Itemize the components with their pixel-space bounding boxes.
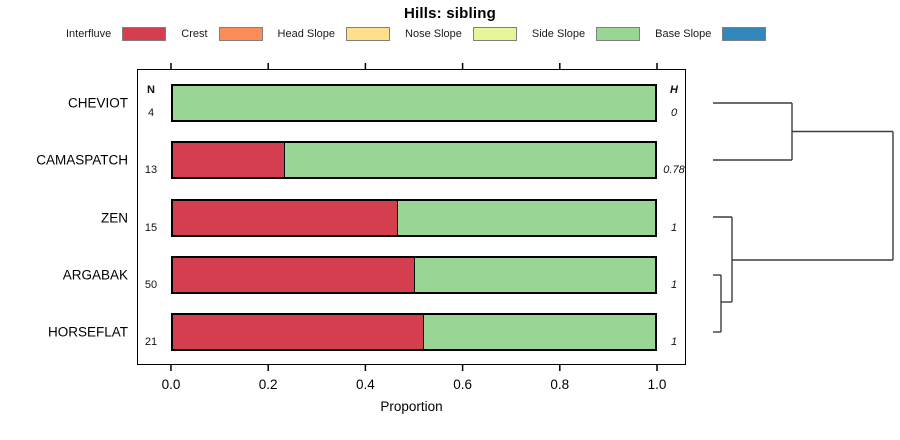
legend-item-base-slope: Base Slope [655,26,767,41]
legend-label: Crest [181,27,208,40]
legend-swatch [722,26,767,41]
n-value-horseflat: 21 [144,336,158,349]
bar-segment-side-slope [424,315,655,350]
bar-segment-interfluve [173,143,285,178]
x-tick-label-1.0: 1.0 [647,377,667,392]
legend-label: Nose Slope [405,27,462,40]
legend-swatch [472,26,517,41]
plot-box [137,69,686,365]
x-tick-label-0.4: 0.4 [356,377,375,392]
bar-zen [171,198,657,237]
h-column-header: H [670,84,678,96]
legend-label: Head Slope [277,27,336,40]
h-value-argabak: 1 [670,278,678,291]
n-value-zen: 15 [144,221,158,234]
h-value-camaspatch: 0.78 [663,164,685,177]
legend-swatch [346,26,391,41]
x-axis-title: Proportion [380,399,443,414]
bar-segment-interfluve [173,257,415,292]
legend-item-nose-slope: Nose Slope [405,26,517,41]
bar-segment-side-slope [173,86,655,120]
bar-argabak [171,255,657,294]
legend-item-head-slope: Head Slope [277,26,391,41]
row-label-cheviot: CHEVIOT [67,95,128,111]
n-value-cheviot: 4 [147,107,155,119]
n-column-header: N [147,84,155,96]
legend-item-interfluve: Interfluve [66,26,167,41]
x-tick-label-0.8: 0.8 [550,377,570,392]
row-label-camaspatch: CAMASPATCH [36,152,128,168]
bar-segment-side-slope [397,200,655,235]
x-tick-label-0.0: 0.0 [161,377,181,392]
legend-item-crest: Crest [181,26,263,41]
legend-label: Interfluve [66,27,112,40]
legend-item-side-slope: Side Slope [531,26,641,41]
bar-segment-interfluve [173,200,398,235]
h-value-horseflat: 1 [670,336,678,349]
legend: Interfluve Crest Head Slope Nose Slope Side … [66,26,767,41]
row-label-zen: ZEN [101,210,128,226]
bar-cheviot [171,84,657,122]
x-tick-label-0.2: 0.2 [258,377,278,392]
row-label-horseflat: HORSEFLAT [47,324,128,340]
n-value-argabak: 50 [144,278,158,291]
h-value-zen: 1 [670,221,678,234]
legend-label: Base Slope [655,27,712,40]
x-tick-label-0.6: 0.6 [453,377,472,392]
row-label-argabak: ARGABAK [62,267,128,283]
legend-swatch [122,26,167,41]
legend-label: Side Slope [531,27,586,40]
bar-segment-side-slope [284,143,655,178]
legend-swatch [218,26,263,41]
bar-horseflat [171,313,657,352]
n-value-camaspatch: 13 [144,164,158,177]
bar-segment-side-slope [414,257,655,292]
legend-swatch [596,26,641,41]
bar-segment-interfluve [173,315,425,350]
h-value-cheviot: 0 [670,107,678,119]
bar-camaspatch [171,141,657,180]
chart-title: Hills: sibling [404,5,496,22]
